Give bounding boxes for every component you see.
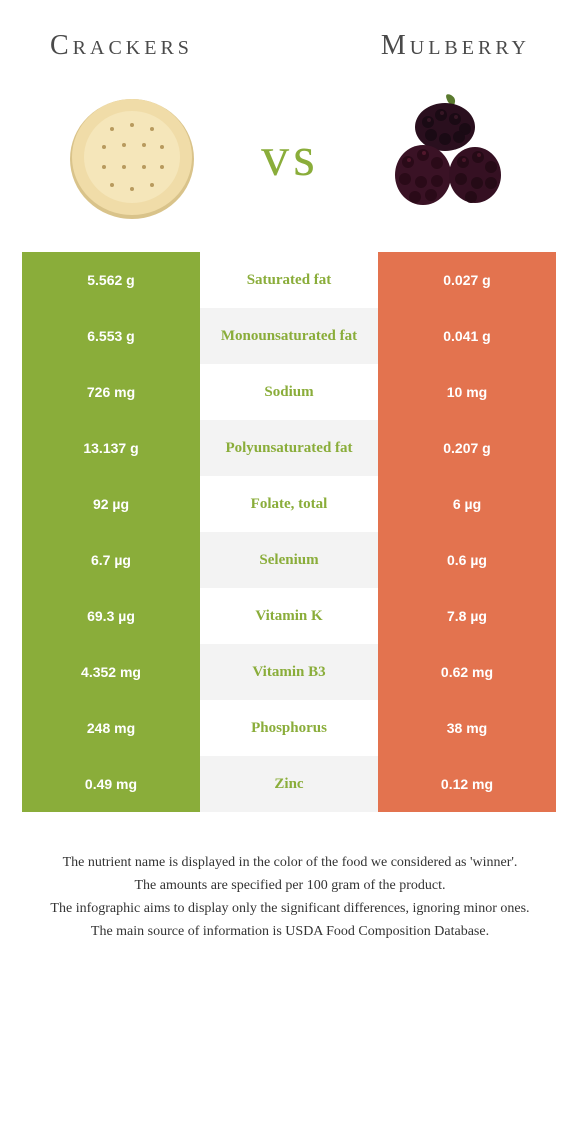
images-row: vs [0,72,580,252]
left-value: 248 mg [22,700,200,756]
table-row: 13.137 gPolyunsaturated fat0.207 g [22,420,558,476]
nutrient-label: Vitamin B3 [200,644,378,700]
table-row: 69.3 µgVitamin K7.8 µg [22,588,558,644]
right-value: 0.62 mg [378,644,556,700]
nutrient-label: Phosphorus [200,700,378,756]
left-value: 69.3 µg [22,588,200,644]
nutrient-label: Sodium [200,364,378,420]
footnotes: The nutrient name is displayed in the co… [0,812,580,942]
nutrient-label: Folate, total [200,476,378,532]
nutrient-label: Monounsaturated fat [200,308,378,364]
right-food-title: Mulberry [381,30,530,62]
footnote-line: The amounts are specified per 100 gram o… [40,875,540,896]
header: Crackers Mulberry [0,0,580,72]
left-value: 726 mg [22,364,200,420]
right-value: 0.207 g [378,420,556,476]
table-row: 6.553 gMonounsaturated fat0.041 g [22,308,558,364]
left-value: 4.352 mg [22,644,200,700]
right-value: 0.12 mg [378,756,556,812]
right-value: 0.6 µg [378,532,556,588]
footnote-line: The main source of information is USDA F… [40,921,540,942]
table-row: 5.562 gSaturated fat0.027 g [22,252,558,308]
right-value: 38 mg [378,700,556,756]
left-value: 5.562 g [22,252,200,308]
right-value: 7.8 µg [378,588,556,644]
table-row: 92 µgFolate, total6 µg [22,476,558,532]
left-value: 6.7 µg [22,532,200,588]
right-food-image [373,82,523,232]
footnote-line: The nutrient name is displayed in the co… [40,852,540,873]
nutrient-label: Saturated fat [200,252,378,308]
comparison-table: 5.562 gSaturated fat0.027 g6.553 gMonoun… [22,252,558,812]
left-food-title: Crackers [50,30,193,62]
right-value: 6 µg [378,476,556,532]
right-value: 0.041 g [378,308,556,364]
nutrient-label: Selenium [200,532,378,588]
left-food-image [57,82,207,232]
footnote-line: The infographic aims to display only the… [40,898,540,919]
vs-label: vs [261,125,319,189]
table-row: 248 mgPhosphorus38 mg [22,700,558,756]
nutrient-label: Zinc [200,756,378,812]
left-value: 6.553 g [22,308,200,364]
left-value: 92 µg [22,476,200,532]
table-row: 0.49 mgZinc0.12 mg [22,756,558,812]
left-value: 0.49 mg [22,756,200,812]
right-value: 10 mg [378,364,556,420]
table-row: 6.7 µgSelenium0.6 µg [22,532,558,588]
left-value: 13.137 g [22,420,200,476]
table-row: 726 mgSodium10 mg [22,364,558,420]
right-value: 0.027 g [378,252,556,308]
nutrient-label: Polyunsaturated fat [200,420,378,476]
table-row: 4.352 mgVitamin B30.62 mg [22,644,558,700]
nutrient-label: Vitamin K [200,588,378,644]
